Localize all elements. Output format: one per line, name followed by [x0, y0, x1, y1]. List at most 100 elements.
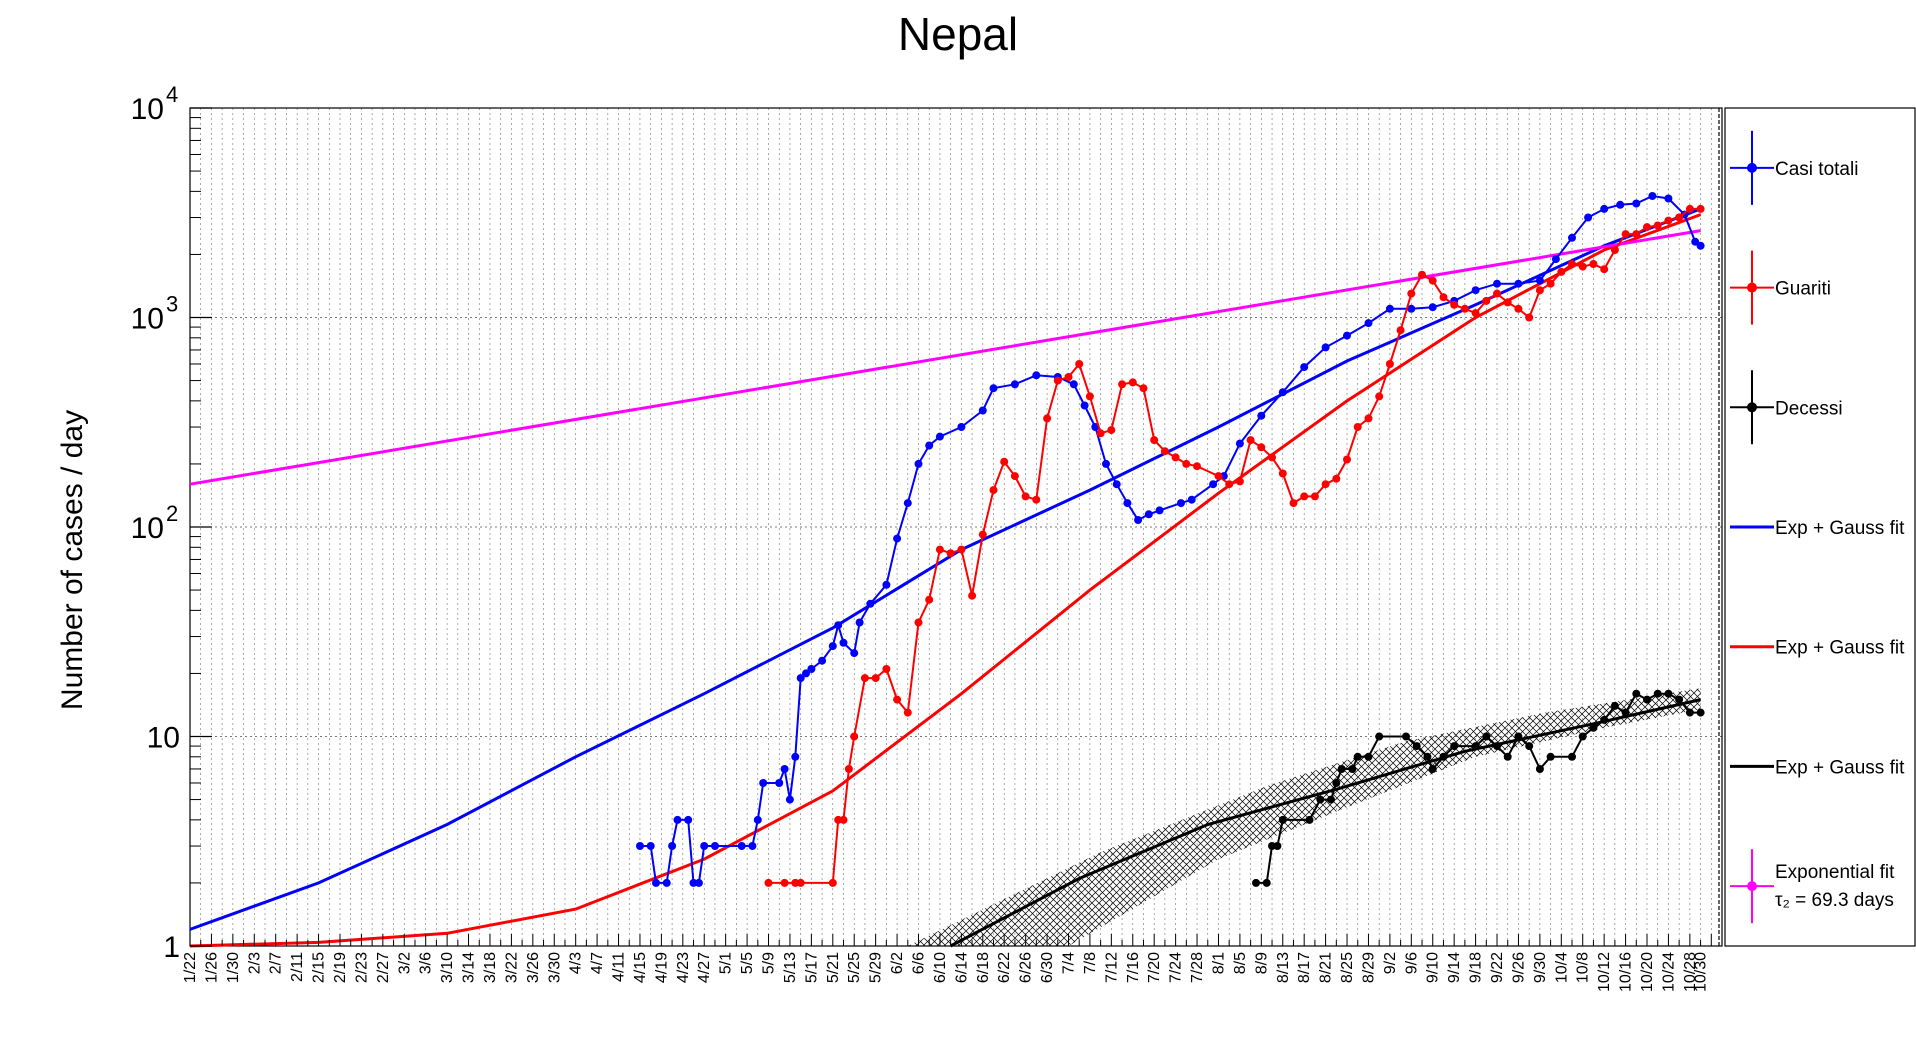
- data-point: [636, 842, 644, 850]
- data-point: [1364, 752, 1373, 761]
- data-point: [1525, 742, 1534, 751]
- x-tick-label: 8/1: [1210, 952, 1227, 974]
- x-tick-label: 1/26: [203, 952, 220, 983]
- data-point: [737, 842, 746, 850]
- data-point: [1428, 765, 1437, 773]
- legend-label: Decessi: [1775, 398, 1843, 419]
- data-point: [1375, 392, 1384, 401]
- x-tick-label: 5/29: [868, 952, 885, 983]
- data-point: [1364, 319, 1373, 328]
- data-point: [1428, 303, 1437, 312]
- x-tick-label: 8/9: [1253, 952, 1270, 974]
- data-point: [1327, 795, 1335, 804]
- y-tick-label-exponent: 4: [166, 82, 178, 107]
- data-point: [1160, 447, 1169, 456]
- data-point: [871, 674, 880, 683]
- data-point: [1664, 194, 1673, 203]
- data-point: [1337, 765, 1346, 773]
- legend-label-sub: τ₂ = 69.3 days: [1775, 890, 1894, 911]
- data-point: [1493, 289, 1501, 298]
- data-point: [1450, 300, 1459, 309]
- data-point: [1525, 313, 1534, 322]
- data-point: [925, 595, 934, 604]
- data-point: [818, 656, 827, 665]
- data-point: [1482, 296, 1491, 305]
- x-tick-label: 6/18: [975, 952, 992, 983]
- data-point: [780, 878, 789, 887]
- x-tick-label: 3/14: [461, 952, 478, 983]
- data-point: [978, 406, 987, 415]
- data-point: [1648, 192, 1657, 200]
- data-point: [1257, 411, 1266, 420]
- data-point: [1278, 815, 1287, 824]
- data-point: [1471, 286, 1480, 295]
- plot-area: [189, 107, 1723, 948]
- data-point: [748, 842, 757, 850]
- data-point: [1675, 695, 1684, 704]
- x-tick-label: 9/18: [1468, 952, 1485, 983]
- data-point: [1643, 695, 1651, 704]
- x-tick-label: 1/30: [225, 952, 242, 983]
- legend: Casi totali Guariti Decessi Exp + Gauss fit…: [1724, 107, 1916, 947]
- data-point: [1621, 708, 1630, 717]
- data-point: [1134, 516, 1143, 524]
- y-tick-label-exponent: 3: [166, 292, 178, 317]
- data-point: [1535, 276, 1544, 285]
- data-point: [1332, 779, 1341, 787]
- x-tick-label: 4/7: [589, 952, 606, 974]
- data-point: [1568, 233, 1576, 242]
- data-point: [1214, 472, 1223, 481]
- data-point: [753, 815, 762, 824]
- data-point: [1187, 495, 1196, 504]
- data-point: [882, 665, 891, 673]
- data-point: [1568, 752, 1576, 761]
- data-point: [1610, 246, 1619, 254]
- x-tick-label: 3/26: [525, 952, 542, 983]
- x-tick-label: 6/10: [932, 952, 949, 983]
- data-point: [1128, 378, 1137, 387]
- data-point: [1225, 480, 1234, 489]
- data-point: [1589, 723, 1598, 732]
- data-point: [662, 878, 671, 887]
- data-point: [850, 732, 859, 741]
- data-point: [1316, 795, 1325, 804]
- data-point: [1546, 752, 1555, 761]
- data-point: [1182, 459, 1191, 468]
- legend-label: Exp + Gauss fit: [1775, 638, 1905, 659]
- x-tick-label: 8/25: [1339, 952, 1356, 983]
- data-point: [866, 599, 875, 608]
- x-tick-label: 7/28: [1189, 952, 1206, 983]
- data-point: [1546, 279, 1555, 288]
- legend-label: Exp + Gauss fit: [1775, 757, 1905, 778]
- data-point: [1621, 230, 1630, 239]
- data-point: [1107, 426, 1116, 435]
- data-point: [1439, 752, 1448, 761]
- data-point: [1209, 480, 1218, 489]
- data-point: [839, 638, 848, 647]
- x-tick-label: 5/25: [846, 952, 863, 983]
- x-tick-label: 9/6: [1403, 952, 1420, 974]
- decessi-uncertainty-band: [907, 688, 1701, 946]
- data-point: [1503, 752, 1512, 761]
- legend-marker: [1747, 282, 1757, 293]
- legend-marker: [1747, 162, 1757, 173]
- x-tick-label: 5/1: [718, 952, 735, 974]
- x-tick-label: 7/8: [1082, 952, 1099, 974]
- x-tick-label: 2/11: [289, 952, 306, 982]
- x-tick-label: 7/4: [1060, 952, 1077, 974]
- x-tick-label: 3/22: [503, 952, 520, 983]
- data-point: [850, 649, 859, 658]
- data-point: [1514, 279, 1523, 288]
- data-point: [1064, 373, 1073, 381]
- data-point: [1123, 499, 1132, 508]
- y-tick-label: 1: [163, 931, 180, 964]
- data-point: [1118, 380, 1127, 389]
- chart-title: Nepal: [898, 8, 1018, 60]
- x-tick-label: 1/22: [182, 952, 199, 983]
- x-tick-label: 10/16: [1618, 952, 1635, 992]
- x-tick-label: 2/19: [332, 952, 349, 983]
- x-tick-label: 9/10: [1425, 952, 1442, 983]
- data-point: [1144, 510, 1153, 519]
- data-point: [1535, 286, 1544, 295]
- data-point: [1278, 388, 1287, 397]
